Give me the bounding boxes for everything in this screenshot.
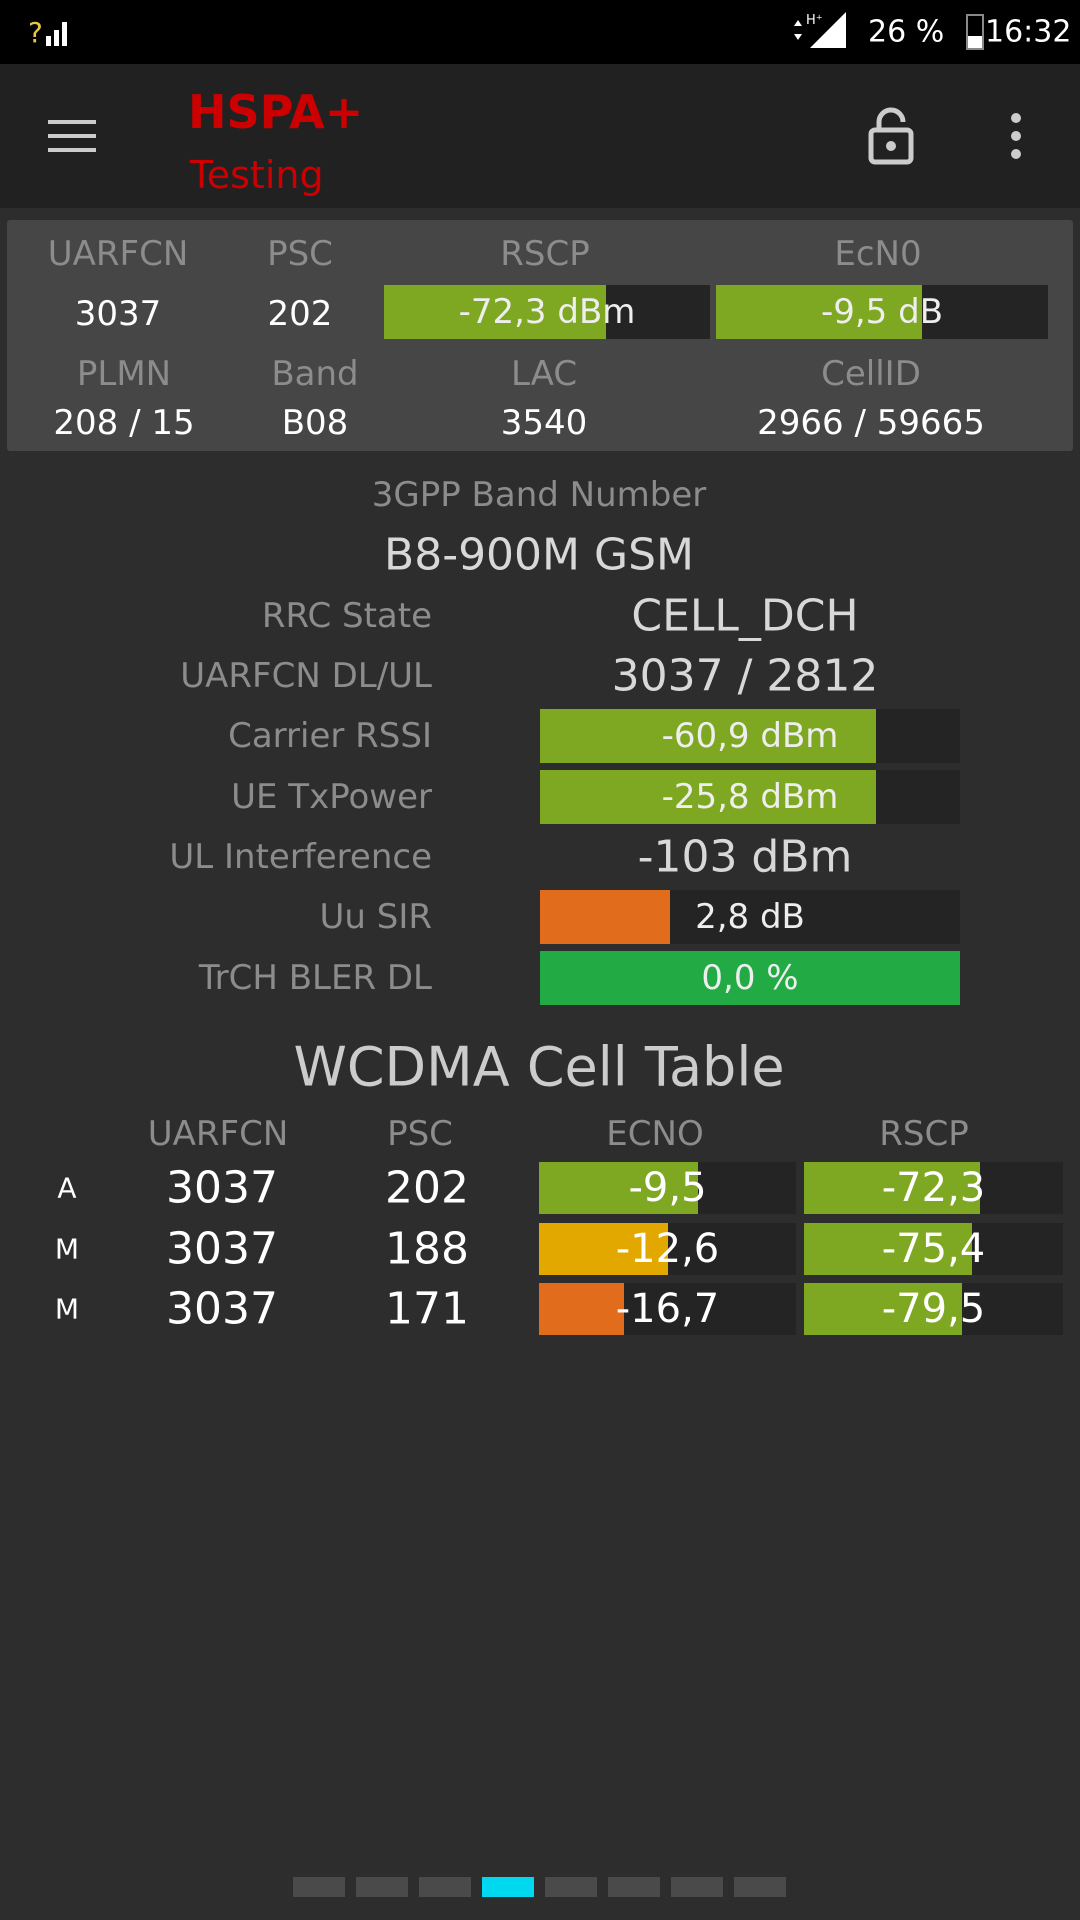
lock-button[interactable] (866, 106, 916, 166)
table-header: PSC (387, 1114, 453, 1154)
network-icon: H⁺ (794, 12, 846, 48)
overflow-button[interactable] (1006, 112, 1026, 160)
cell-ecno: -9,5 (628, 1165, 707, 1211)
status-bar: ? H⁺ 26 % 16:32 (0, 0, 1080, 64)
ecn0-bar: -9,5 dB (716, 285, 1048, 339)
detail-label: TrCH BLER DL (198, 958, 432, 998)
summary-value: 3540 (500, 403, 588, 443)
detail-value: -25,8 dBm (661, 777, 839, 817)
ecno-bar: -12,6 (539, 1223, 796, 1275)
detail-label: Carrier RSSI (228, 716, 432, 756)
page-dot[interactable] (608, 1877, 660, 1897)
table-header: UARFCN (147, 1114, 289, 1154)
page-dot[interactable] (545, 1877, 597, 1897)
detail-bar: 0,0 % (540, 951, 960, 1005)
summary-label: CellID (821, 354, 921, 394)
cell-status: M (54, 1232, 80, 1266)
summary-value: -9,5 dB (820, 292, 944, 332)
signal-icon: ? (28, 16, 67, 48)
detail-label: Uu SIR (319, 897, 432, 937)
cell-psc: 188 (385, 1223, 469, 1275)
cell-uarfcn: 3037 (166, 1223, 278, 1275)
summary-value: B08 (281, 403, 349, 443)
cell-ecno: -16,7 (615, 1286, 720, 1332)
detail-value: 3037 / 2812 (611, 650, 879, 702)
cell-status: A (57, 1171, 77, 1205)
svg-text:?: ? (28, 16, 43, 48)
detail-value: CELL_DCH (631, 590, 859, 642)
ecno-bar: -16,7 (539, 1283, 796, 1335)
summary-label: EcN0 (834, 234, 922, 274)
summary-label: UARFCN (47, 234, 189, 274)
cell-rscp: -75,4 (881, 1226, 986, 1272)
bar-fill (804, 1162, 981, 1214)
table-title: WCDMA Cell Table (293, 1035, 785, 1099)
cell-rscp: -72,3 (881, 1165, 986, 1211)
detail-value: -103 dBm (637, 831, 853, 883)
page-dot[interactable] (293, 1877, 345, 1897)
summary-label: Band (271, 354, 359, 394)
detail-bar: 2,8 dB (540, 890, 960, 944)
summary-label: PSC (267, 234, 333, 274)
page-dot[interactable] (356, 1877, 408, 1897)
summary-label: RSCP (500, 234, 590, 274)
battery-text: 26 % (868, 14, 945, 50)
band-value: B8-900M GSM (384, 529, 694, 581)
bar-fill (804, 1283, 962, 1335)
summary-value: 202 (267, 294, 333, 334)
bar-fill (539, 1283, 624, 1335)
cell-uarfcn: 3037 (166, 1283, 278, 1335)
detail-value: 2,8 dB (695, 897, 805, 937)
bar-fill (539, 1223, 668, 1275)
svg-text:H⁺: H⁺ (806, 13, 823, 28)
app-subtitle: Testing (190, 153, 324, 197)
summary-value: 3037 (74, 294, 162, 334)
page-dot[interactable] (734, 1877, 786, 1897)
summary-value: 208 / 15 (53, 403, 195, 443)
menu-button[interactable] (46, 116, 100, 156)
band-label: 3GPP Band Number (371, 475, 707, 515)
summary-value: -72,3 dBm (458, 292, 636, 332)
page-dot[interactable] (419, 1877, 471, 1897)
summary-label: PLMN (76, 354, 172, 394)
summary-value: 2966 / 59665 (757, 403, 985, 443)
detail-value: 0,0 % (701, 958, 799, 998)
page-dot[interactable] (671, 1877, 723, 1897)
app-bar: HSPA+ Testing (0, 64, 1080, 208)
detail-bar: -25,8 dBm (540, 770, 960, 824)
detail-label: RRC State (261, 596, 432, 636)
cell-rscp: -79,5 (881, 1286, 986, 1332)
cell-status: M (54, 1292, 80, 1326)
table-header: ECNO (606, 1114, 704, 1154)
cell-psc: 202 (385, 1162, 469, 1214)
ecno-bar: -9,5 (539, 1162, 796, 1214)
bar-fill (539, 1162, 699, 1214)
cell-psc: 171 (385, 1283, 469, 1335)
rscp-bar: -79,5 (804, 1283, 1063, 1335)
cell-uarfcn: 3037 (166, 1162, 278, 1214)
page-dot-active[interactable] (482, 1877, 534, 1897)
detail-label: UL Interference (169, 837, 432, 877)
summary-label: LAC (510, 354, 578, 394)
detail-value: -60,9 dBm (661, 716, 839, 756)
bar-fill (804, 1223, 973, 1275)
rscp-bar: -72,3 dBm (384, 285, 710, 339)
detail-label: UE TxPower (231, 777, 432, 817)
rscp-bar: -75,4 (804, 1223, 1063, 1275)
rscp-bar: -72,3 (804, 1162, 1063, 1214)
detail-label: UARFCN DL/UL (180, 656, 432, 696)
table-header: RSCP (879, 1114, 969, 1154)
clock: 16:32 (985, 14, 1072, 50)
app-title: HSPA+ (188, 85, 364, 139)
battery-icon (966, 14, 984, 50)
cell-ecno: -12,6 (615, 1226, 720, 1272)
detail-bar: -60,9 dBm (540, 709, 960, 763)
